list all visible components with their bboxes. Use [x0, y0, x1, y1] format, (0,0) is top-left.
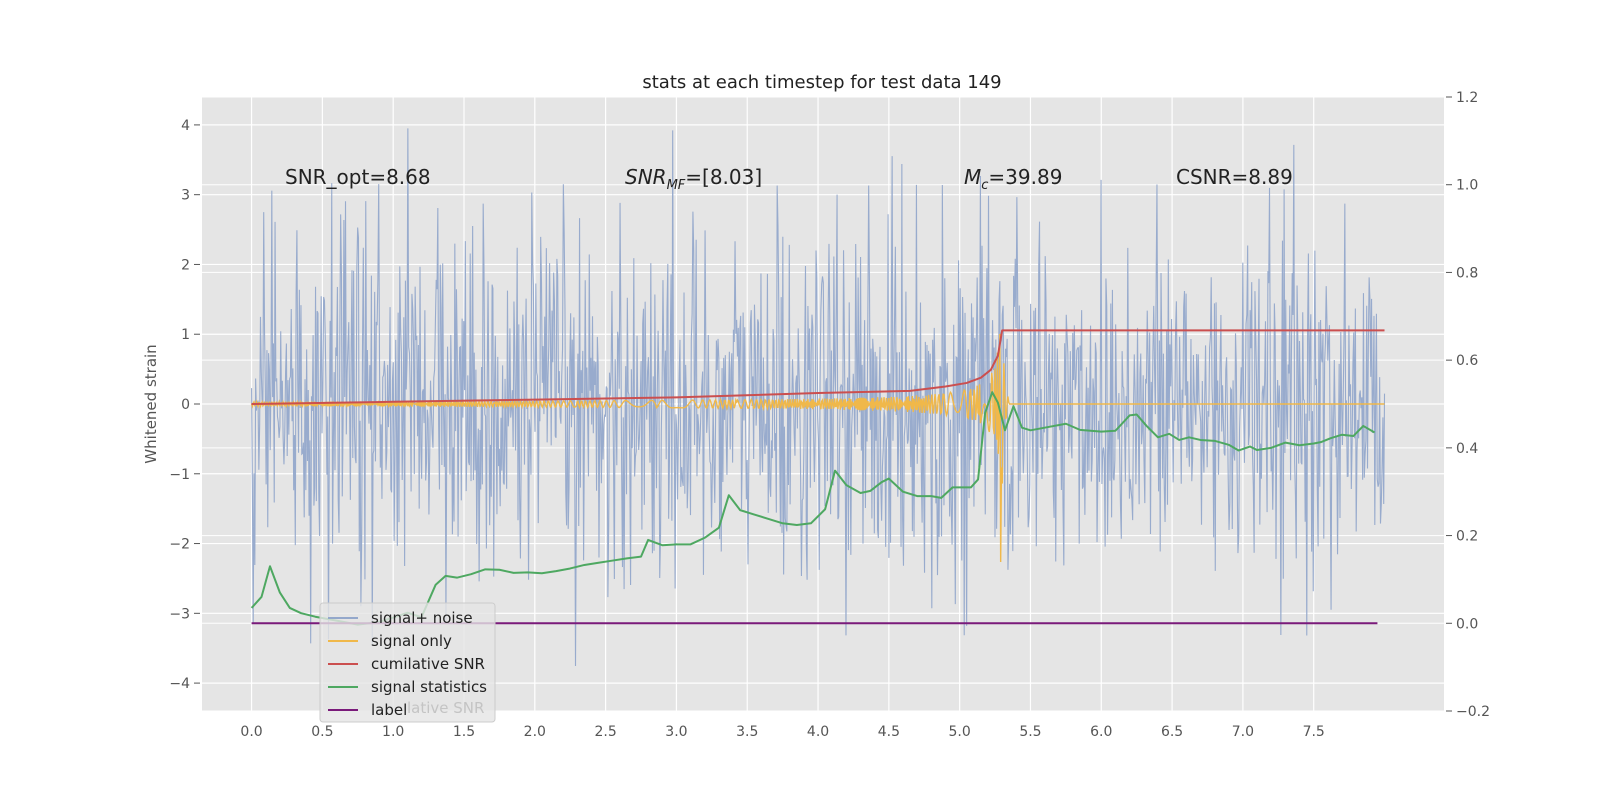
annotation-snr-mf: SNRMF=[8.03] — [625, 165, 762, 193]
legend-hidden-text: lative SNR — [407, 699, 484, 717]
x-tick-label: 0.0 — [240, 724, 262, 740]
y-tick-label: −2 — [169, 537, 190, 553]
annotation-mc-rest: =39.89 — [988, 165, 1062, 189]
legend-items: signal+ noise signal only cumilative SNR si… — [328, 609, 487, 719]
y-tick-label: 2 — [181, 257, 190, 273]
series-signal-noise — [251, 128, 1386, 666]
x-tick-label: 5.5 — [1019, 724, 1041, 740]
axis-layer: 0.0 0.5 1.0 1.5 2.0 2.5 3.0 3.5 4.0 4.5 5.0 5.5 6.0 6… — [169, 90, 1490, 740]
x-tick-label: 6.0 — [1090, 724, 1112, 740]
x-tick-label: 7.0 — [1232, 724, 1254, 740]
legend-box — [319, 602, 496, 723]
chart-title: stats at each timestep for test data 149 — [642, 72, 1001, 93]
y-tick-label: −3 — [169, 606, 190, 622]
x-tick-label: 2.5 — [594, 724, 616, 740]
legend-label: cumilative SNR — [371, 655, 485, 673]
annotation-snr-mf-rest: =[8.03] — [685, 165, 762, 189]
legend-label: label — [371, 701, 407, 719]
y2-tick-label: −0.2 — [1456, 704, 1490, 720]
y-tick-label: 3 — [181, 188, 190, 204]
y-tick-label: 1 — [181, 327, 190, 343]
y2-tick-label: 1.2 — [1456, 90, 1478, 106]
y2-tick-label: 0.8 — [1456, 265, 1478, 281]
annotation-snr-mf-main: SNR — [625, 165, 667, 189]
annotation-mc: Mc=39.89 — [964, 165, 1062, 193]
x-tick-label: 5.0 — [949, 724, 971, 740]
x-tick-label: 1.5 — [453, 724, 475, 740]
y2-tick-label: 0.2 — [1456, 529, 1478, 545]
x-tick-label: 1.0 — [382, 724, 404, 740]
y-tick-label: −4 — [169, 676, 190, 692]
y-tick-label: 0 — [181, 397, 190, 413]
x-tick-label: 4.5 — [878, 724, 900, 740]
y-tick-label: −1 — [169, 467, 190, 483]
series-cumulative-snr — [251, 329, 1385, 405]
x-tick-label: 7.5 — [1303, 724, 1325, 740]
y2-tick-label: 0.6 — [1456, 353, 1478, 369]
legend-label: signal only — [371, 632, 452, 650]
series-signal-statistics — [250, 391, 1376, 626]
x-tick-label: 3.5 — [736, 724, 758, 740]
legend-label: signal statistics — [371, 678, 487, 696]
y2-tick-label: 1.0 — [1456, 178, 1478, 194]
x-tick-label: 4.0 — [807, 724, 829, 740]
annotation-mc-main: M — [964, 165, 981, 189]
y-tick-label: 4 — [181, 118, 190, 134]
annotation-csnr: CSNR=8.89 — [1176, 165, 1293, 189]
legend: lative SNR signal+ noise signal only cumil… — [319, 602, 496, 723]
annotation-layer: SNR_opt=8.68 SNRMF=[8.03] Mc=39.89 CSNR=… — [285, 165, 1293, 193]
annotation-mc-sub: c — [981, 178, 988, 193]
legend-label: signal+ noise — [371, 609, 473, 627]
y2-tick-label: 0.4 — [1456, 441, 1478, 457]
annotation-snr-opt: SNR_opt=8.68 — [285, 165, 431, 189]
x-tick-label: 2.0 — [524, 724, 546, 740]
x-tick-label: 0.5 — [311, 724, 333, 740]
annotation-snr-mf-sub: MF — [667, 178, 686, 193]
series-signal-only — [250, 333, 1385, 562]
x-tick-label: 6.5 — [1161, 724, 1183, 740]
y-axis-label: Whitened strain — [142, 344, 160, 463]
x-tick-label: 3.0 — [665, 724, 687, 740]
y2-tick-label: 0.0 — [1456, 616, 1478, 632]
